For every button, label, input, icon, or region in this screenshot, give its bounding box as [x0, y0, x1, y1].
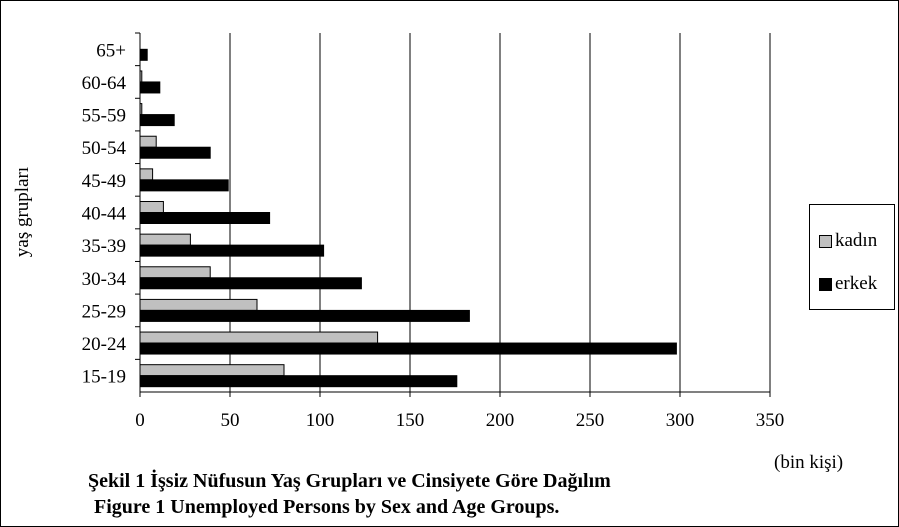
bar-kadin-15-19 — [139, 364, 285, 377]
legend: kadın erkek — [809, 204, 895, 310]
legend-label-kadin: kadın — [835, 230, 878, 251]
legend-label-erkek: erkek — [835, 273, 878, 294]
caption-english: Figure 1 Unemployed Persons by Sex and A… — [94, 496, 560, 518]
x-tick-label-0: 0 — [135, 410, 145, 431]
bar-erkek-15-19 — [139, 375, 458, 388]
y-tick-label-60-64: 60-64 — [82, 73, 127, 94]
x-tick-label-50: 50 — [221, 410, 240, 431]
caption-turkish: Şekil 1 İşsiz Nüfusun Yaş Grupları ve Ci… — [88, 470, 611, 492]
bar-erkek-45-49 — [139, 179, 229, 192]
legend-swatch-erkek — [819, 277, 832, 291]
y-tick-label-20-24: 20-24 — [82, 334, 127, 355]
y-tick-label-55-59: 55-59 — [82, 106, 126, 127]
bar-erkek-20-24 — [139, 342, 677, 355]
y-axis-label: yaş grupları — [12, 166, 33, 258]
bar-kadin-40-44 — [139, 201, 164, 213]
bar-erkek-65+ — [139, 48, 148, 61]
y-tick-label-50-54: 50-54 — [82, 138, 127, 159]
x-tick-label-200: 200 — [486, 410, 515, 431]
y-tick-label-30-34: 30-34 — [82, 269, 127, 290]
y-tick-label-25-29: 25-29 — [82, 301, 126, 322]
y-tick-label-15-19: 15-19 — [82, 367, 126, 388]
bar-kadin-30-34 — [139, 266, 211, 279]
bar-kadin-35-39 — [139, 233, 191, 246]
y-tick-label-45-49: 45-49 — [82, 171, 126, 192]
unit-label: (bin kişi) — [774, 452, 844, 473]
x-tick-label-100: 100 — [306, 410, 335, 431]
bar-kadin-50-54 — [139, 135, 157, 148]
legend-item-kadin: kadın — [819, 230, 877, 252]
bar-erkek-50-54 — [139, 146, 211, 159]
y-tick-label-35-39: 35-39 — [82, 236, 126, 257]
x-tick-label-300: 300 — [666, 410, 695, 431]
y-tick-label-40-44: 40-44 — [82, 204, 127, 225]
legend-swatch-kadin — [819, 234, 832, 248]
bar-kadin-45-49 — [139, 168, 154, 181]
x-tick-label-250: 250 — [576, 410, 605, 431]
bar-erkek-30-34 — [139, 277, 362, 290]
bar-erkek-40-44 — [139, 212, 271, 224]
bar-erkek-60-64 — [139, 81, 161, 94]
legend-item-erkek: erkek — [819, 273, 877, 295]
bar-erkek-25-29 — [139, 309, 470, 322]
x-tick-label-350: 350 — [756, 410, 785, 431]
y-tick-label-65+: 65+ — [96, 40, 126, 61]
bar-kadin-20-24 — [139, 331, 379, 344]
bar-erkek-35-39 — [139, 244, 325, 257]
bar-kadin-25-29 — [139, 298, 258, 311]
bar-erkek-55-59 — [139, 114, 175, 127]
x-tick-label-150: 150 — [396, 410, 425, 431]
